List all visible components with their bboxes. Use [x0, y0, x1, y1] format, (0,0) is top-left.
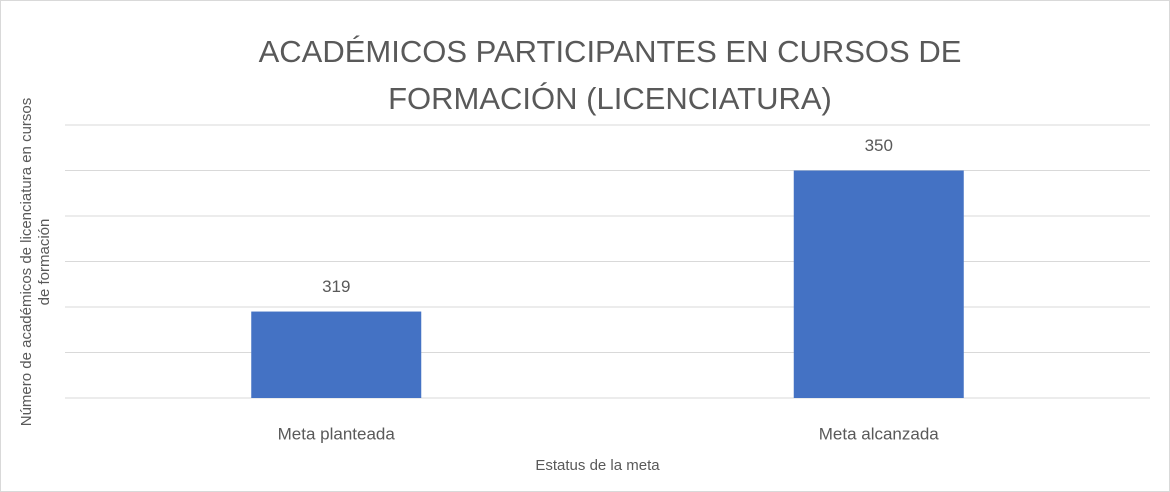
bar — [793, 170, 964, 398]
data-label: 350 — [865, 136, 893, 155]
chart-title: ACADÉMICOS PARTICIPANTES EN CURSOS DE FO… — [258, 34, 962, 116]
x-tick-label: Meta planteada — [278, 424, 396, 443]
y-axis-label: Número de académicos de licenciatura en … — [18, 97, 53, 427]
x-axis-label: Estatus de la meta — [535, 457, 660, 474]
bar — [251, 311, 422, 398]
x-tick-label: Meta alcanzada — [819, 424, 940, 443]
data-label: 319 — [322, 277, 350, 296]
